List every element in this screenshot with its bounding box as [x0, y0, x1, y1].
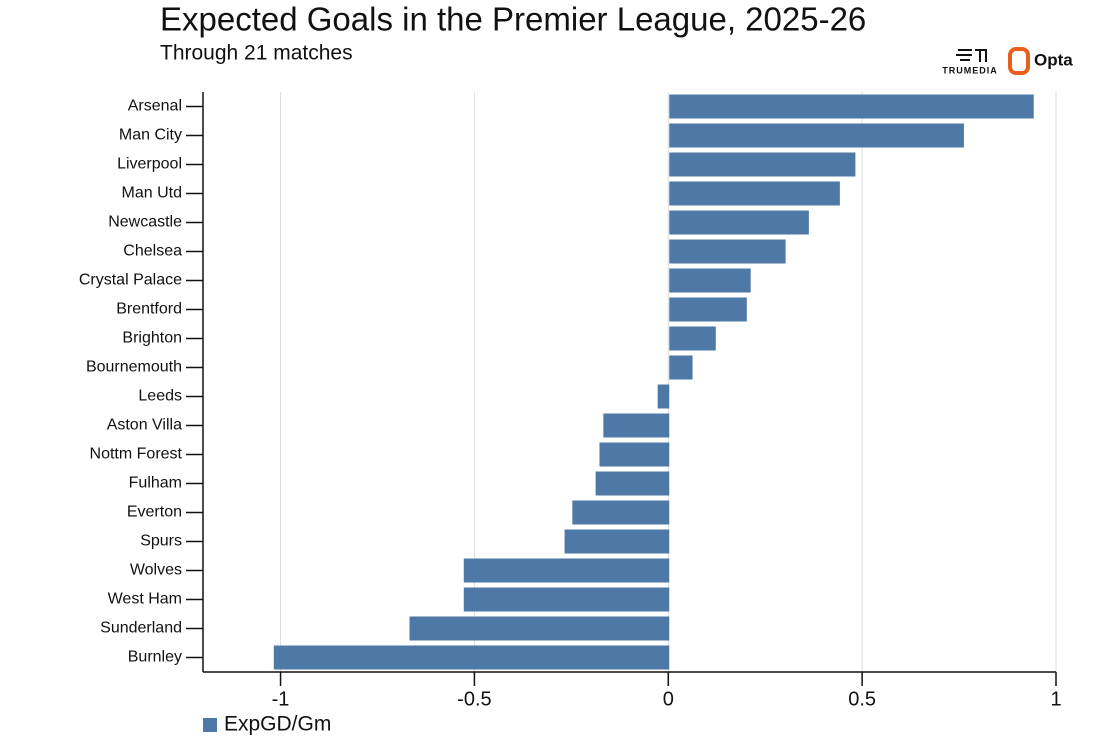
- bar: [463, 587, 670, 612]
- bar: [669, 297, 747, 322]
- y-tick-label: Crystal Palace: [79, 272, 182, 289]
- bar: [463, 558, 670, 583]
- y-tick-label: Spurs: [140, 533, 182, 550]
- bar: [669, 94, 1034, 119]
- y-tick-label: Sunderland: [100, 620, 182, 637]
- logo-text: TRUMEDIA: [942, 65, 998, 75]
- bar: [657, 384, 670, 409]
- y-tick-label: Newcastle: [108, 214, 182, 231]
- y-tick-label: Nottm Forest: [90, 446, 183, 463]
- y-tick-label: Wolves: [130, 562, 182, 579]
- y-tick-label: West Ham: [108, 591, 182, 608]
- y-tick-label: Everton: [127, 504, 182, 521]
- bar: [669, 268, 751, 293]
- bar: [603, 413, 670, 438]
- y-tick-label: Brighton: [122, 330, 182, 347]
- y-tick-label: Man City: [119, 127, 182, 144]
- y-tick-label: Leeds: [138, 388, 182, 405]
- opta-icon: [1008, 47, 1030, 75]
- legend-label: ExpGD/Gm: [224, 713, 331, 736]
- y-tick-label: Man Utd: [122, 185, 182, 202]
- bar: [669, 123, 964, 148]
- bar: [595, 471, 670, 496]
- bar: [409, 616, 670, 641]
- y-tick-label: Bournemouth: [86, 359, 182, 376]
- chart-title: Expected Goals in the Premier League, 20…: [160, 1, 866, 38]
- bar: [669, 152, 856, 177]
- y-tick-label: Burnley: [128, 649, 182, 666]
- bar: [669, 326, 716, 351]
- bar: [669, 355, 693, 380]
- legend-swatch: [203, 718, 217, 732]
- bar: [572, 500, 670, 525]
- y-tick-label: Chelsea: [123, 243, 182, 260]
- bar: [669, 181, 840, 206]
- x-tick-label: -0.5: [457, 688, 491, 710]
- logos: TRUMEDIA Opta: [942, 47, 1073, 75]
- x-tick-label: 1: [1050, 688, 1061, 710]
- y-tick-label: Liverpool: [117, 156, 182, 173]
- bar: [599, 442, 670, 467]
- logo-text: Opta: [1034, 50, 1073, 69]
- x-tick-label: 0.5: [848, 688, 876, 710]
- bar: [273, 645, 670, 670]
- x-tick-label: 0: [663, 688, 674, 710]
- bar: [564, 529, 670, 554]
- y-tick-label: Arsenal: [128, 98, 182, 115]
- x-tick-label: -1: [272, 688, 290, 710]
- trumedia-icon: [956, 49, 987, 62]
- bar: [669, 210, 809, 235]
- chart-subtitle: Through 21 matches: [160, 42, 353, 65]
- y-tick-label: Fulham: [129, 475, 182, 492]
- y-tick-label: Brentford: [116, 301, 182, 318]
- bar: [669, 239, 786, 264]
- y-tick-label: Aston Villa: [107, 417, 182, 434]
